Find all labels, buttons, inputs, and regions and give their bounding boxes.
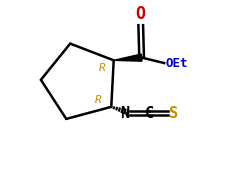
- Text: OEt: OEt: [165, 56, 188, 70]
- Text: N: N: [120, 106, 130, 121]
- Polygon shape: [114, 54, 142, 61]
- Text: C: C: [144, 106, 154, 121]
- Text: R: R: [99, 63, 105, 73]
- Text: S: S: [169, 106, 178, 121]
- Text: O: O: [136, 5, 146, 23]
- Text: R: R: [95, 95, 102, 105]
